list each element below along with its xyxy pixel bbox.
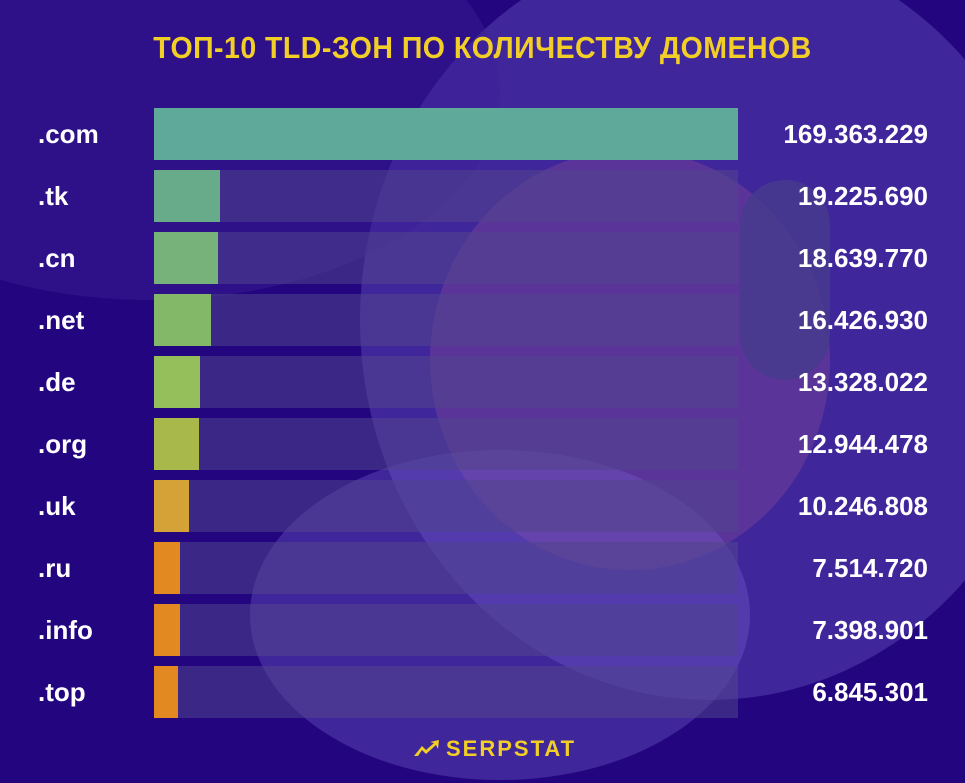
bar-row: .top 6.845.301 — [0, 666, 965, 718]
bar-row: .cn 18.639.770 — [0, 232, 965, 284]
bar — [154, 418, 199, 470]
bar-row: .de 13.328.022 — [0, 356, 965, 408]
domain-count: 18.639.770 — [797, 243, 928, 273]
tld-label: .tk — [38, 181, 69, 211]
bar-track — [154, 480, 738, 532]
bar-row: .net 16.426.930 — [0, 294, 965, 346]
domain-count: 7.398.901 — [812, 615, 928, 645]
bar-track — [154, 418, 738, 470]
domain-count: 19.225.690 — [797, 181, 928, 211]
bar-track — [154, 604, 738, 656]
domain-count: 6.845.301 — [812, 677, 928, 707]
brand-name: SERPSTAT — [446, 736, 577, 761]
bar-track — [154, 232, 738, 284]
domain-count: 13.328.022 — [797, 367, 928, 397]
bar-row: .uk 10.246.808 — [0, 480, 965, 532]
tld-label: .top — [38, 677, 86, 707]
domain-count: 169.363.229 — [783, 119, 928, 149]
bar — [154, 356, 200, 408]
tld-label: .info — [38, 615, 93, 645]
serpstat-arrow-icon — [414, 740, 439, 756]
bar — [154, 232, 219, 284]
domain-count: 7.514.720 — [812, 553, 928, 583]
bar-track — [154, 294, 738, 346]
bar — [154, 108, 738, 160]
tld-label: .uk — [38, 491, 76, 521]
bar — [154, 604, 180, 656]
bar-row: .com 169.363.229 — [0, 108, 965, 160]
tld-label: .org — [38, 429, 88, 459]
bar — [154, 542, 180, 594]
bar — [154, 480, 190, 532]
bar-track — [154, 666, 738, 718]
bar — [154, 666, 178, 718]
bar-track — [154, 542, 738, 594]
bar-track — [154, 356, 738, 408]
domain-count: 16.426.930 — [797, 305, 928, 335]
tld-label: .net — [38, 305, 85, 335]
domain-count: 10.246.808 — [797, 491, 928, 521]
bar-row: .tk 19.225.690 — [0, 170, 965, 222]
bar-row: .org 12.944.478 — [0, 418, 965, 470]
bar — [154, 294, 211, 346]
bar-row: .ru 7.514.720 — [0, 542, 965, 594]
tld-label: .cn — [38, 243, 76, 273]
bar-row: .info 7.398.901 — [0, 604, 965, 656]
tld-label: .com — [38, 119, 99, 149]
domain-count: 12.944.478 — [797, 429, 928, 459]
bar-track — [154, 170, 738, 222]
serpstat-logo: SERPSTAT — [412, 736, 576, 762]
tld-label: .ru — [38, 553, 72, 583]
chart-title: ТОП-10 TLD-ЗОН ПО КОЛИЧЕСТВУ ДОМЕНОВ — [153, 30, 812, 65]
bar — [154, 170, 221, 222]
tld-label: .de — [38, 367, 76, 397]
